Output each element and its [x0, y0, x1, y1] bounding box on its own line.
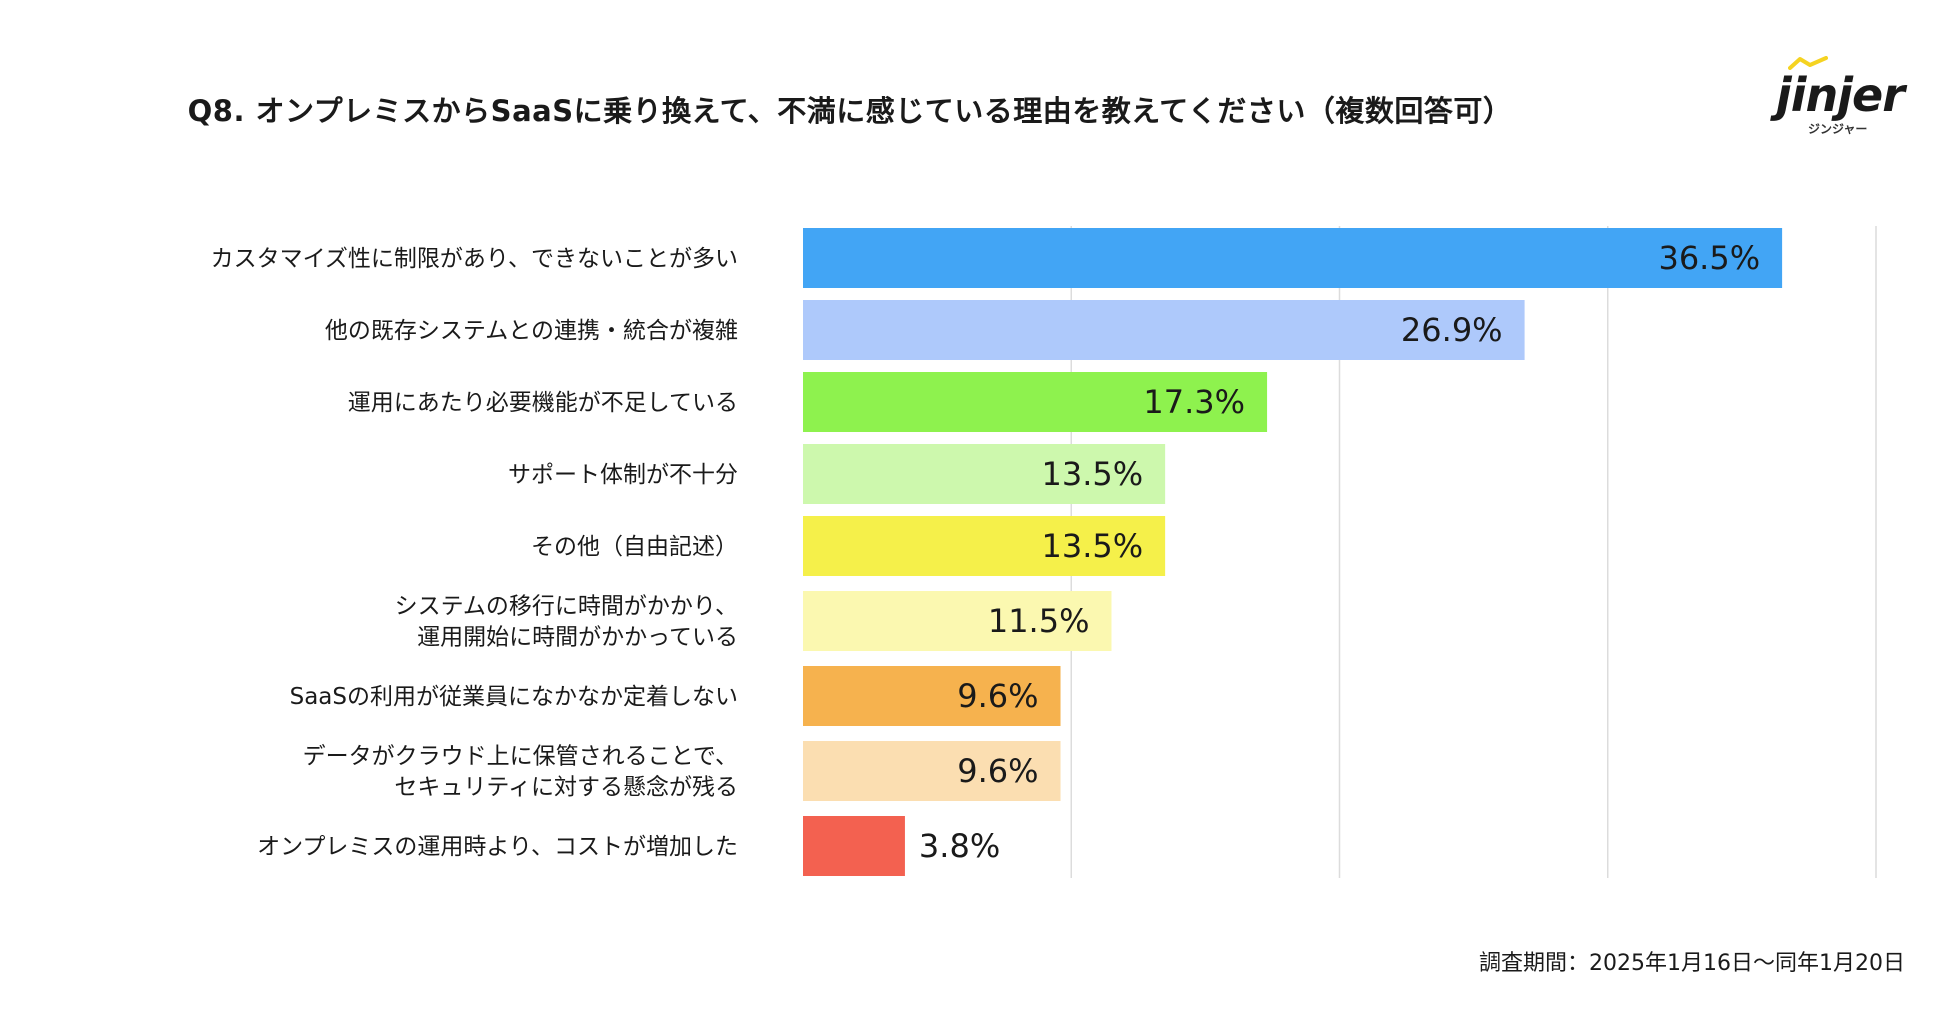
bar-5	[803, 516, 1166, 576]
value-label-4: 13.5%	[1041, 455, 1143, 493]
value-label-7: 9.6%	[957, 677, 1038, 715]
jinjer-logo: jinjer ジンジャー	[1770, 50, 1910, 140]
value-labels: 36.5%26.9%17.3%13.5%13.5%11.5%9.6%9.6%3.…	[919, 239, 1760, 865]
bar-6	[803, 591, 1112, 651]
category-label-line: システムの移行に時間がかかり、	[395, 594, 738, 620]
value-label-1: 36.5%	[1658, 239, 1760, 277]
category-label-3: 運用にあたり必要機能が不足している	[348, 390, 738, 416]
category-label-line: SaaSの利用が従業員になかなか定着しない	[290, 684, 738, 710]
category-label-line: データがクラウド上に保管されることで、	[303, 744, 738, 770]
value-label-9: 3.8%	[919, 827, 1000, 865]
category-label-line: 他の既存システムとの連携・統合が複雑	[325, 318, 738, 344]
category-label-2: 他の既存システムとの連携・統合が複雑	[325, 318, 738, 344]
logo-accent-icon	[1788, 56, 1828, 70]
category-label-line: セキュリティに対する懸念が残る	[394, 775, 738, 801]
category-label-line: 運用にあたり必要機能が不足している	[348, 390, 738, 416]
bar-2	[803, 300, 1525, 360]
category-labels: カスタマイズ性に制限があり、できないことが多い他の既存システムとの連携・統合が複…	[211, 246, 738, 860]
bar-9	[803, 816, 905, 876]
category-label-8: データがクラウド上に保管されることで、セキュリティに対する懸念が残る	[303, 744, 738, 801]
logo-wordmark: jinjer	[1776, 68, 1905, 122]
category-label-line: カスタマイズ性に制限があり、できないことが多い	[211, 246, 738, 272]
category-label-5: その他（自由記述）	[531, 534, 738, 560]
bar-4	[803, 444, 1166, 504]
category-label-6: システムの移行に時間がかかり、運用開始に時間がかかっている	[395, 594, 738, 651]
value-label-6: 11.5%	[988, 602, 1090, 640]
value-label-8: 9.6%	[957, 752, 1038, 790]
category-label-line: サポート体制が不十分	[508, 462, 738, 488]
category-label-7: SaaSの利用が従業員になかなか定着しない	[290, 684, 738, 710]
value-label-2: 26.9%	[1401, 311, 1503, 349]
value-label-3: 17.3%	[1143, 383, 1245, 421]
category-label-line: その他（自由記述）	[531, 534, 738, 560]
value-label-5: 13.5%	[1041, 527, 1143, 565]
bar-8	[803, 741, 1061, 801]
bar-7	[803, 666, 1061, 726]
bar-1	[803, 228, 1783, 288]
category-label-9: オンプレミスの運用時より、コストが増加した	[257, 834, 738, 860]
category-label-line: 運用開始に時間がかかっている	[417, 625, 738, 651]
bars	[803, 228, 1783, 876]
category-label-1: カスタマイズ性に制限があり、できないことが多い	[211, 246, 738, 272]
category-label-4: サポート体制が不十分	[508, 462, 738, 488]
survey-period-note: 調査期間：2025年1月16日〜同年1月20日	[1479, 951, 1905, 976]
category-label-line: オンプレミスの運用時より、コストが増加した	[257, 834, 738, 860]
logo-subtitle: ジンジャー	[1808, 122, 1868, 136]
chart-title: Q8. オンプレミスからSaaSに乗り換えて、不満に感じている理由を教えてくださ…	[187, 94, 1513, 128]
bar-3	[803, 372, 1268, 432]
